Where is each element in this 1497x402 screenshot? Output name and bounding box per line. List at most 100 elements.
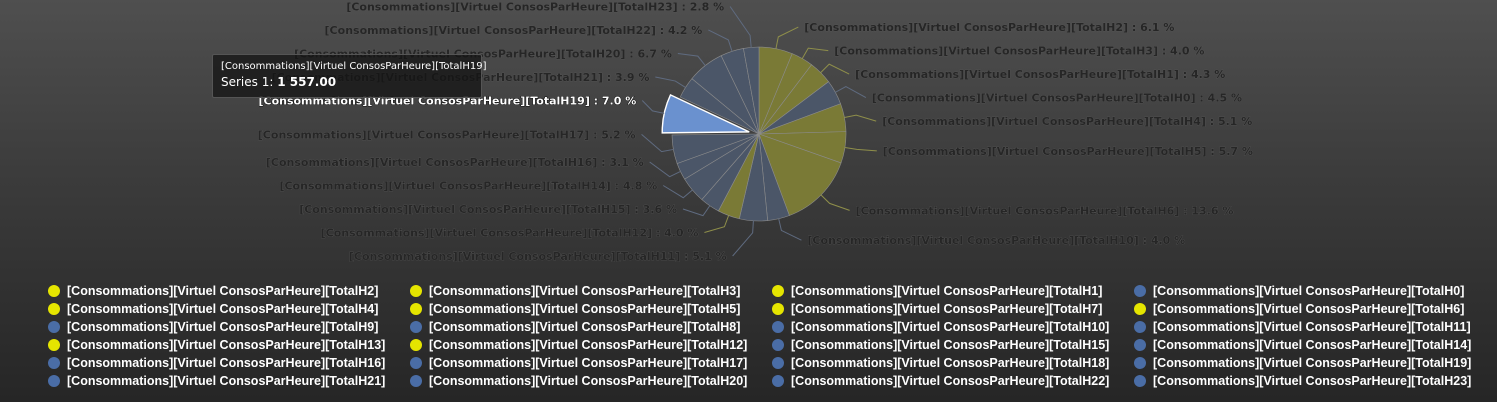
legend-label: [Consommations][Virtuel ConsosParHeure][… [67,356,386,370]
legend-marker-icon [1134,375,1146,387]
legend-label: [Consommations][Virtuel ConsosParHeure][… [67,284,379,298]
legend-item-totalh11[interactable]: [Consommations][Virtuel ConsosParHeure][… [1134,318,1488,336]
data-label-totalh16: [Consommations][Virtuel ConsosParHeure][… [266,156,644,169]
legend-label: [Consommations][Virtuel ConsosParHeure][… [429,320,741,334]
legend-item-totalh12[interactable]: [Consommations][Virtuel ConsosParHeure][… [410,336,772,354]
legend-item-totalh4[interactable]: [Consommations][Virtuel ConsosParHeure][… [48,300,410,318]
legend-marker-icon [48,375,60,387]
data-label-totalh5: [Consommations][Virtuel ConsosParHeure][… [883,145,1253,158]
legend-label: [Consommations][Virtuel ConsosParHeure][… [67,302,379,316]
leader-line-totalh20 [677,52,706,66]
legend-marker-icon [410,303,422,315]
legend-item-totalh8[interactable]: [Consommations][Virtuel ConsosParHeure][… [410,318,772,336]
legend-item-totalh19[interactable]: [Consommations][Virtuel ConsosParHeure][… [1134,354,1488,372]
legend-item-totalh7[interactable]: [Consommations][Virtuel ConsosParHeure][… [772,300,1134,318]
leader-line-totalh12 [704,215,730,233]
tooltip-value-line: Series 1: 1 557.00 [221,75,473,89]
leader-line-totalh19 [641,100,665,114]
data-label-totalh2: [Consommations][Virtuel ConsosParHeure][… [804,21,1174,34]
leader-line-totalh23 [729,6,752,48]
legend-marker-icon [772,321,784,333]
legend-marker-icon [48,285,60,297]
leader-line-totalh1 [820,63,850,75]
legend-item-totalh14[interactable]: [Consommations][Virtuel ConsosParHeure][… [1134,336,1488,354]
legend-label: [Consommations][Virtuel ConsosParHeure][… [67,338,386,352]
legend-label: [Consommations][Virtuel ConsosParHeure][… [429,356,748,370]
legend-marker-icon [772,303,784,315]
legend-item-totalh16[interactable]: [Consommations][Virtuel ConsosParHeure][… [48,354,410,372]
legend-label: [Consommations][Virtuel ConsosParHeure][… [1153,302,1465,316]
legend-item-totalh21[interactable]: [Consommations][Virtuel ConsosParHeure][… [48,372,410,390]
legend-label: [Consommations][Virtuel ConsosParHeure][… [1153,374,1472,388]
data-label-totalh0: [Consommations][Virtuel ConsosParHeure][… [872,92,1242,105]
legend-item-totalh22[interactable]: [Consommations][Virtuel ConsosParHeure][… [772,372,1134,390]
legend-marker-icon [1134,303,1146,315]
legend-item-totalh2[interactable]: [Consommations][Virtuel ConsosParHeure][… [48,282,410,300]
legend-marker-icon [772,357,784,369]
pie-leader-lines [641,6,877,257]
legend-marker-icon [1134,339,1146,351]
data-label-totalh22: [Consommations][Virtuel ConsosParHeure][… [325,24,703,37]
pie-chart: [Consommations][Virtuel ConsosParHeure][… [212,0,1253,263]
leader-line-totalh4 [844,114,877,122]
legend-label: [Consommations][Virtuel ConsosParHeure][… [1153,338,1472,352]
legend-item-totalh18[interactable]: [Consommations][Virtuel ConsosParHeure][… [772,354,1134,372]
legend-label: [Consommations][Virtuel ConsosParHeure][… [1153,284,1465,298]
legend-marker-icon [48,357,60,369]
legend-label: [Consommations][Virtuel ConsosParHeure][… [1153,320,1471,334]
legend-item-totalh23[interactable]: [Consommations][Virtuel ConsosParHeure][… [1134,372,1488,390]
legend-marker-icon [1134,285,1146,297]
data-label-totalh3: [Consommations][Virtuel ConsosParHeure][… [834,45,1204,58]
legend-marker-icon [410,339,422,351]
legend-item-totalh1[interactable]: [Consommations][Virtuel ConsosParHeure][… [772,282,1134,300]
legend-label: [Consommations][Virtuel ConsosParHeure][… [67,320,379,334]
data-label-totalh14: [Consommations][Virtuel ConsosParHeure][… [279,180,657,193]
legend-marker-icon [772,339,784,351]
leader-line-totalh17 [641,134,674,153]
legend-item-totalh6[interactable]: [Consommations][Virtuel ConsosParHeure][… [1134,300,1488,318]
leader-line-totalh11 [732,220,754,257]
data-label-totalh6: [Consommations][Virtuel ConsosParHeure][… [856,204,1234,217]
legend-marker-icon [1134,357,1146,369]
legend-marker-icon [48,303,60,315]
legend-item-totalh15[interactable]: [Consommations][Virtuel ConsosParHeure][… [772,336,1134,354]
legend-marker-icon [1134,321,1146,333]
leader-line-totalh22 [708,29,733,52]
legend-label: [Consommations][Virtuel ConsosParHeure][… [791,374,1110,388]
chart-tooltip: [Consommations][Virtuel ConsosParHeure][… [212,54,486,98]
pie-slices [661,46,847,222]
leader-line-totalh21 [655,76,686,88]
legend-label: [Consommations][Virtuel ConsosParHeure][… [429,374,748,388]
data-label-totalh17: [Consommations][Virtuel ConsosParHeure][… [258,128,636,141]
legend-marker-icon [48,321,60,333]
legend-marker-icon [410,375,422,387]
tooltip-series-label: Series 1: [221,75,274,89]
legend-item-totalh17[interactable]: [Consommations][Virtuel ConsosParHeure][… [410,354,772,372]
legend-item-totalh3[interactable]: [Consommations][Virtuel ConsosParHeure][… [410,282,772,300]
legend-item-totalh5[interactable]: [Consommations][Virtuel ConsosParHeure][… [410,300,772,318]
legend-marker-icon [772,375,784,387]
leader-line-totalh16 [649,161,681,178]
data-label-totalh1: [Consommations][Virtuel ConsosParHeure][… [855,68,1225,81]
data-label-totalh4: [Consommations][Virtuel ConsosParHeure][… [882,115,1252,128]
data-label-totalh23: [Consommations][Virtuel ConsosParHeure][… [346,0,724,13]
leader-line-totalh0 [835,85,867,99]
legend-item-totalh9[interactable]: [Consommations][Virtuel ConsosParHeure][… [48,318,410,336]
leader-line-totalh10 [778,218,802,241]
leader-line-totalh3 [801,47,829,59]
legend-item-totalh13[interactable]: [Consommations][Virtuel ConsosParHeure][… [48,336,410,354]
data-label-totalh10: [Consommations][Virtuel ConsosParHeure][… [807,234,1185,247]
legend-label: [Consommations][Virtuel ConsosParHeure][… [791,302,1103,316]
legend-marker-icon [410,285,422,297]
data-label-totalh11: [Consommations][Virtuel ConsosParHeure][… [349,250,727,263]
data-label-totalh15: [Consommations][Virtuel ConsosParHeure][… [299,203,677,216]
legend-label: [Consommations][Virtuel ConsosParHeure][… [429,302,741,316]
legend-item-totalh10[interactable]: [Consommations][Virtuel ConsosParHeure][… [772,318,1134,336]
legend-marker-icon [772,285,784,297]
leader-line-totalh14 [662,185,693,199]
legend-marker-icon [410,357,422,369]
pie-chart-canvas: [Consommations][Virtuel ConsosParHeure][… [257,0,1253,263]
chart-legend: [Consommations][Virtuel ConsosParHeure][… [48,282,1488,390]
legend-item-totalh20[interactable]: [Consommations][Virtuel ConsosParHeure][… [410,372,772,390]
legend-item-totalh0[interactable]: [Consommations][Virtuel ConsosParHeure][… [1134,282,1488,300]
